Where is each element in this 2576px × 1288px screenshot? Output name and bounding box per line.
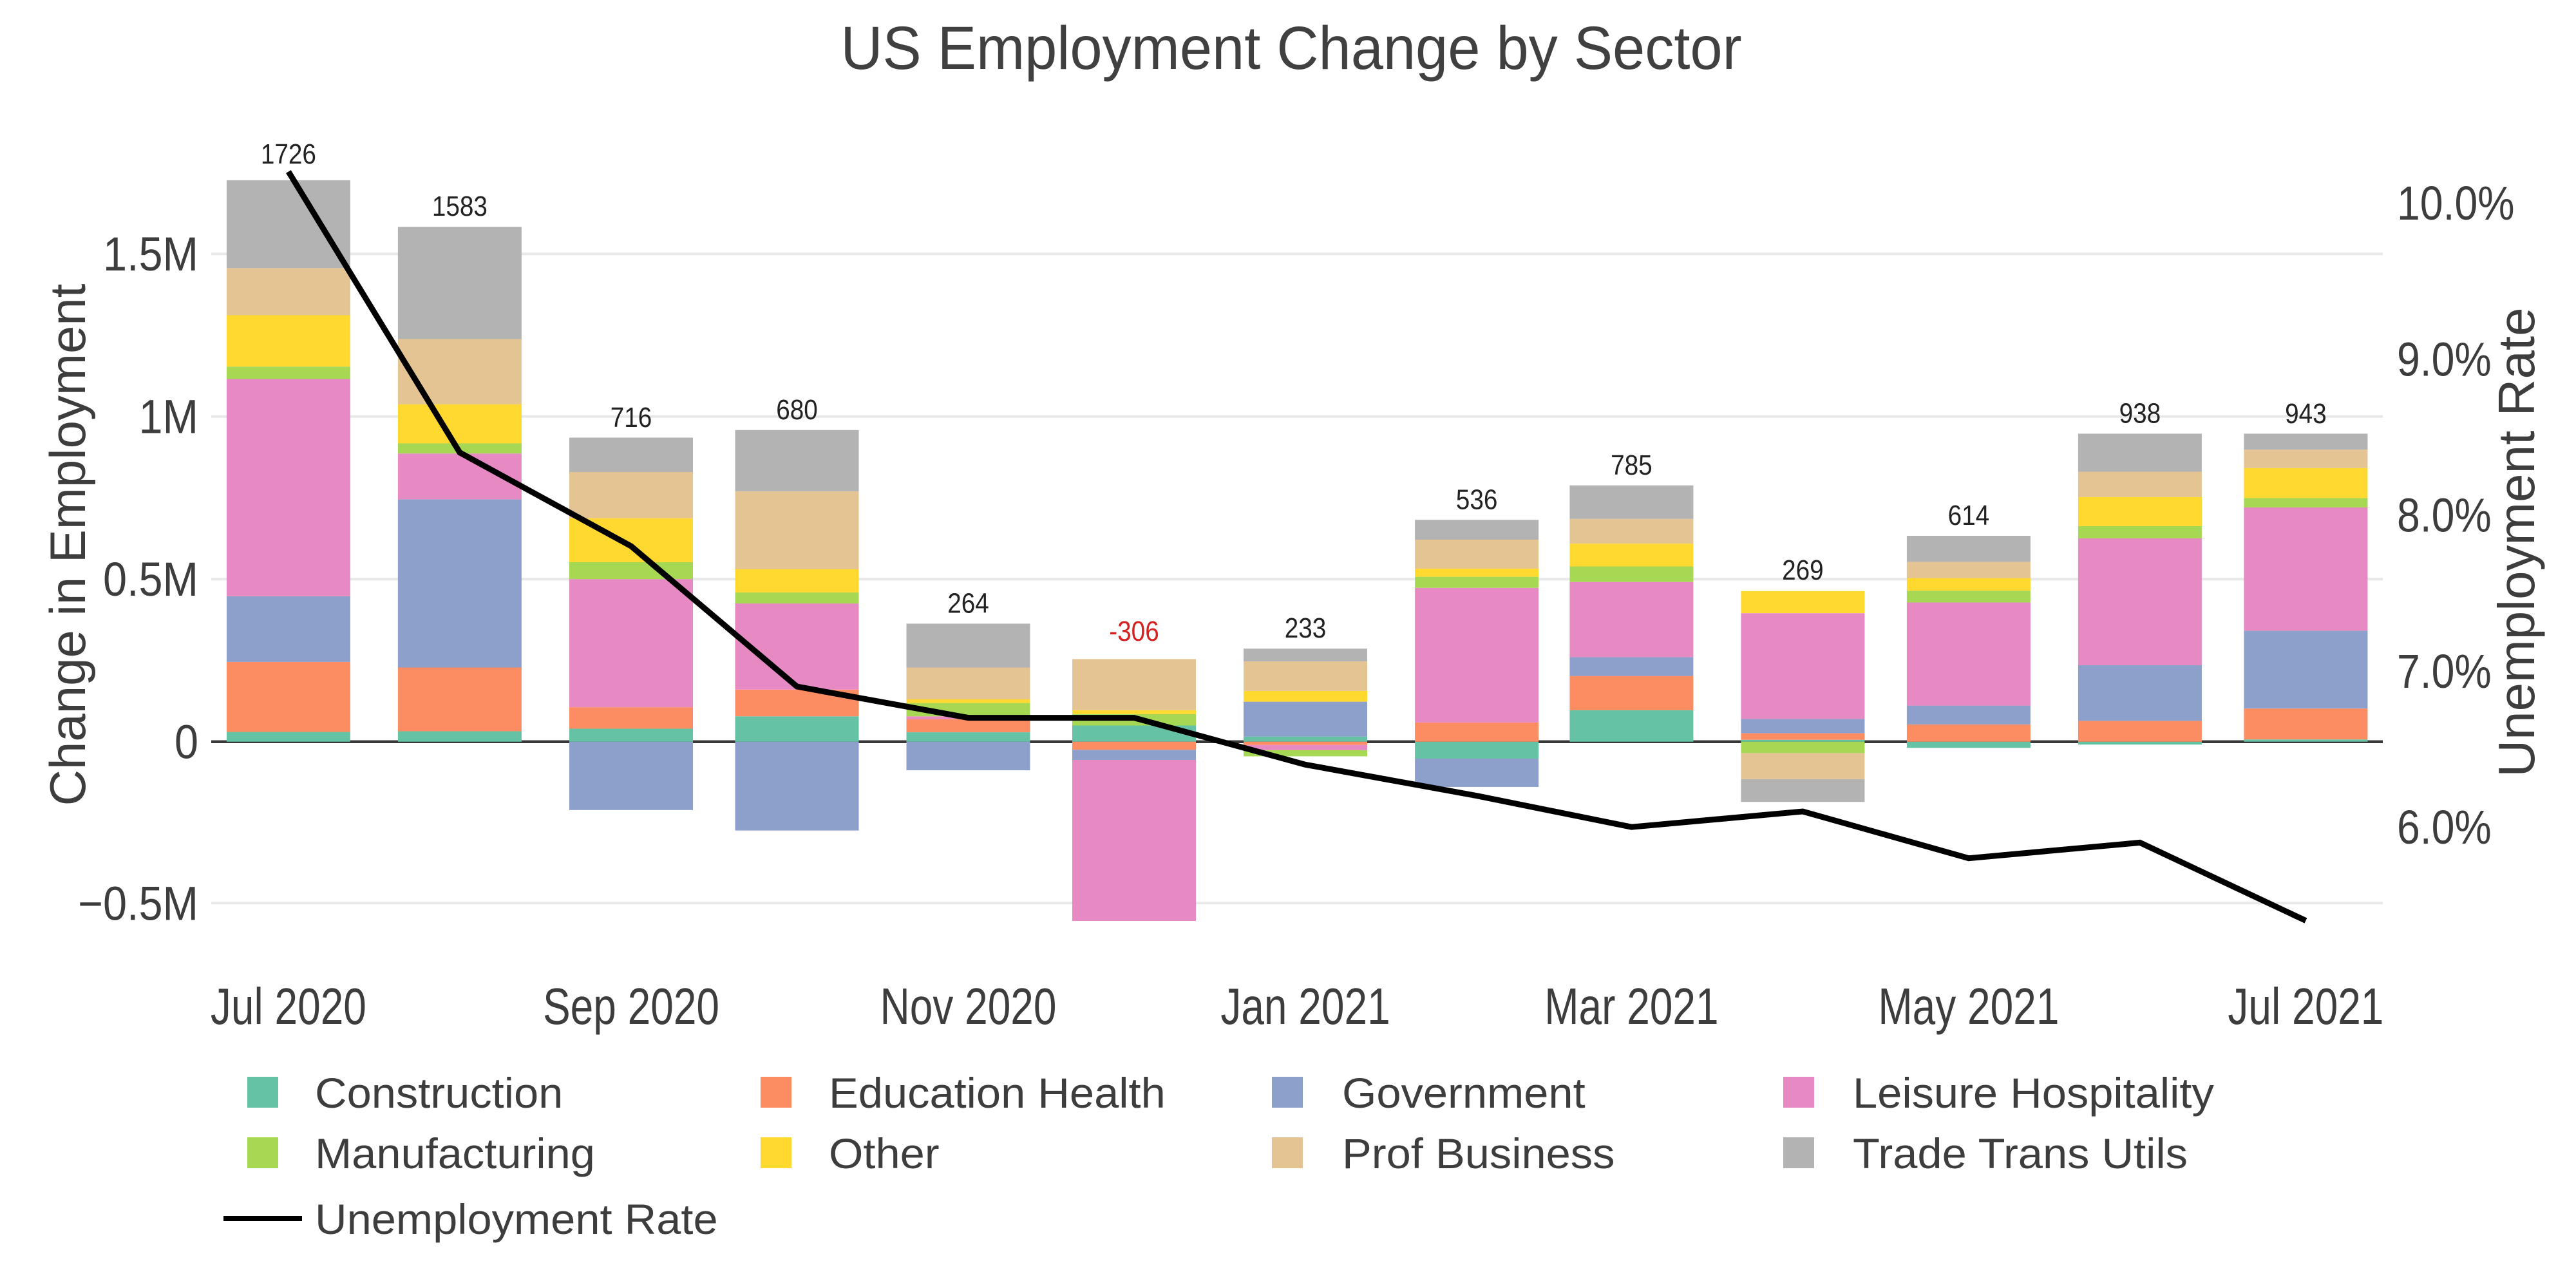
svg-text:Other: Other (829, 1130, 940, 1178)
svg-text:Trade Trans Utils: Trade Trans Utils (1853, 1130, 2188, 1178)
svg-text:Jul 2020: Jul 2020 (211, 978, 366, 1035)
svg-text:264: 264 (947, 587, 989, 619)
svg-text:6.0%: 6.0% (2397, 800, 2492, 854)
svg-text:May 2021: May 2021 (1878, 978, 2059, 1035)
svg-text:Prof Business: Prof Business (1342, 1130, 1615, 1178)
svg-text:0: 0 (175, 715, 198, 768)
svg-text:680: 680 (776, 393, 818, 426)
svg-text:8.0%: 8.0% (2397, 488, 2492, 542)
svg-text:943: 943 (2285, 397, 2327, 430)
svg-text:US Employment Change by Sector: US Employment Change by Sector (840, 14, 1741, 82)
svg-text:9.0%: 9.0% (2397, 332, 2492, 386)
svg-text:785: 785 (1611, 449, 1653, 481)
svg-text:716: 716 (611, 401, 652, 433)
svg-text:7.0%: 7.0% (2397, 645, 2492, 698)
svg-text:Leisure Hospitality: Leisure Hospitality (1853, 1070, 2214, 1117)
svg-text:Government: Government (1342, 1070, 1586, 1117)
svg-text:Construction: Construction (315, 1070, 563, 1117)
svg-text:0.5M: 0.5M (103, 553, 198, 606)
svg-text:269: 269 (1782, 554, 1824, 586)
svg-text:Unemployment Rate: Unemployment Rate (315, 1196, 718, 1244)
svg-text:233: 233 (1285, 612, 1327, 644)
svg-text:Sep 2020: Sep 2020 (543, 978, 719, 1035)
svg-text:938: 938 (2119, 397, 2161, 429)
svg-text:−0.5M: −0.5M (78, 876, 198, 930)
svg-text:1M: 1M (139, 390, 198, 443)
svg-text:614: 614 (1948, 499, 1990, 531)
svg-text:536: 536 (1456, 483, 1498, 515)
svg-text:1583: 1583 (432, 190, 488, 222)
svg-text:Jan 2021: Jan 2021 (1220, 978, 1390, 1035)
svg-text:1726: 1726 (261, 138, 316, 170)
svg-text:Mar 2021: Mar 2021 (1544, 978, 1718, 1035)
svg-text:Manufacturing: Manufacturing (315, 1130, 595, 1178)
svg-text:10.0%: 10.0% (2397, 176, 2515, 230)
svg-text:Education Health: Education Health (829, 1070, 1166, 1117)
svg-text:Unemployment Rate: Unemployment Rate (2488, 307, 2545, 777)
svg-text:-306: -306 (1109, 615, 1159, 647)
svg-text:Nov 2020: Nov 2020 (880, 978, 1057, 1035)
svg-text:Change in Employment: Change in Employment (39, 283, 96, 806)
svg-text:Jul 2021: Jul 2021 (2228, 978, 2383, 1035)
svg-text:1.5M: 1.5M (103, 227, 198, 281)
